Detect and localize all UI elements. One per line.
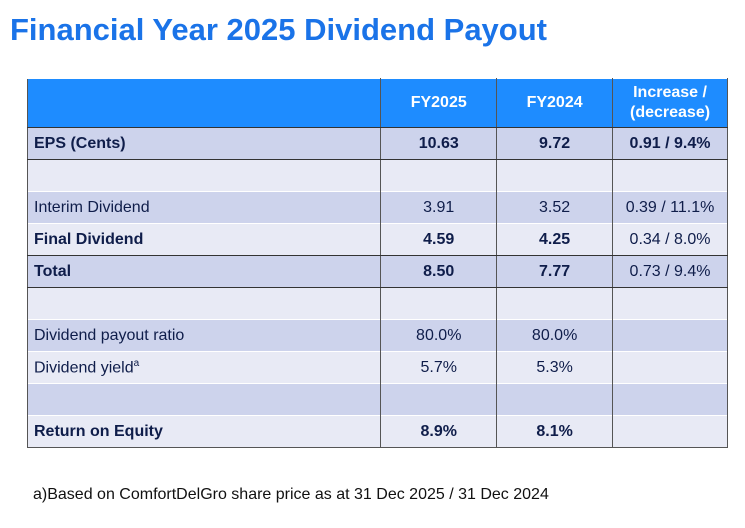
- row: Total 8.50 7.77 0.73 / 9.4%: [26, 255, 728, 288]
- cell: 0.39 / 11.1%: [612, 191, 728, 224]
- row: EPS (Cents) 10.63 9.72 0.91 / 9.4%: [26, 127, 728, 160]
- cell: 5.3%: [496, 351, 614, 384]
- row: Final Dividend 4.59 4.25 0.34 / 8.0%: [26, 223, 728, 256]
- cell: 80.0%: [380, 319, 498, 352]
- row: Interim Dividend 3.91 3.52 0.39 / 11.1%: [26, 191, 728, 224]
- spacer-row: [26, 383, 728, 416]
- cell: 8.50: [380, 255, 498, 288]
- cell: 10.63: [380, 127, 498, 160]
- row-label: Final Dividend: [26, 223, 382, 256]
- cell: 4.25: [496, 223, 614, 256]
- row-label: Dividend yielda: [26, 351, 382, 384]
- footnote: a)Based on ComfortDelGro share price as …: [33, 486, 549, 503]
- header-cell: FY2024: [496, 78, 614, 128]
- cell: 0.91 / 9.4%: [612, 127, 728, 160]
- row-label: Return on Equity: [26, 415, 382, 448]
- title: Financial Year 2025 Dividend Payout: [10, 12, 547, 47]
- cell: 0.34 / 8.0%: [612, 223, 728, 256]
- cell: 7.77: [496, 255, 614, 288]
- cell: 3.52: [496, 191, 614, 224]
- row: Dividend yielda 5.7% 5.3%: [26, 351, 728, 384]
- cell: 8.9%: [380, 415, 498, 448]
- header-cell: Increase / (decrease): [612, 78, 728, 128]
- header-cell: FY2025: [380, 78, 498, 128]
- row-label: Dividend payout ratio: [26, 319, 382, 352]
- dividend-table: FY2025 FY2024 Increase / (decrease) EPS …: [26, 78, 728, 448]
- row: Return on Equity 8.9% 8.1%: [26, 415, 728, 448]
- row: Dividend payout ratio 80.0% 80.0%: [26, 319, 728, 352]
- cell: 80.0%: [496, 319, 614, 352]
- spacer-row: [26, 159, 728, 192]
- label-text: Dividend yield: [34, 359, 134, 377]
- cell: 8.1%: [496, 415, 614, 448]
- row-label: Interim Dividend: [26, 191, 382, 224]
- spacer-row: [26, 287, 728, 320]
- row-label: EPS (Cents): [26, 127, 382, 160]
- cell: 4.59: [380, 223, 498, 256]
- header-row: FY2025 FY2024 Increase / (decrease): [26, 78, 728, 128]
- superscript: a: [133, 357, 140, 369]
- cell: 3.91: [380, 191, 498, 224]
- cell: 0.73 / 9.4%: [612, 255, 728, 288]
- cell: 9.72: [496, 127, 614, 160]
- row-label: Total: [26, 255, 382, 288]
- cell: 5.7%: [380, 351, 498, 384]
